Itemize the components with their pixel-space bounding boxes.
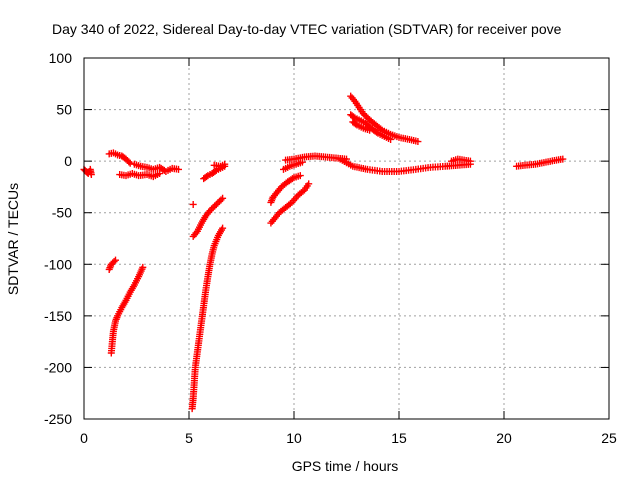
y-tick-label: -200 bbox=[44, 359, 72, 375]
data-point bbox=[87, 171, 95, 179]
data-point bbox=[288, 175, 296, 183]
plot-frame bbox=[83, 57, 610, 420]
data-point bbox=[175, 165, 182, 173]
x-tick-label: 5 bbox=[185, 430, 193, 446]
x-axis: 0 5 10 15 20 25 bbox=[80, 58, 617, 446]
data-point bbox=[208, 205, 216, 213]
data-point bbox=[215, 197, 223, 205]
y-axis: -250 -200 -150 -100 -50 0 50 100 bbox=[44, 50, 609, 427]
x-tick-label: 25 bbox=[601, 430, 617, 446]
y-tick-label: -150 bbox=[44, 308, 72, 324]
data-point bbox=[125, 158, 133, 166]
data-point bbox=[219, 194, 227, 202]
data-point bbox=[156, 170, 164, 178]
data-point bbox=[414, 138, 422, 146]
chart-title: Day 340 of 2022, Sidereal Day-to-day VTE… bbox=[52, 21, 562, 37]
data-points bbox=[80, 92, 567, 413]
data-point bbox=[559, 155, 567, 163]
y-tick-label: -50 bbox=[52, 205, 72, 221]
data-point bbox=[206, 207, 214, 215]
x-tick-label: 20 bbox=[496, 430, 512, 446]
data-point bbox=[189, 200, 197, 208]
data-point bbox=[110, 258, 118, 266]
data-point bbox=[209, 204, 217, 212]
data-point bbox=[361, 111, 369, 119]
data-point bbox=[466, 157, 474, 165]
data-point bbox=[296, 172, 304, 180]
data-point bbox=[214, 199, 222, 207]
data-point bbox=[286, 200, 294, 208]
data-point bbox=[362, 113, 370, 121]
data-point bbox=[221, 160, 229, 168]
y-axis-label: SDTVAR / TECUs bbox=[5, 183, 21, 295]
data-point bbox=[112, 256, 119, 264]
grid bbox=[84, 58, 609, 419]
data-point bbox=[366, 126, 374, 134]
data-point bbox=[126, 159, 134, 167]
x-tick-label: 0 bbox=[80, 430, 88, 446]
y-tick-label: -250 bbox=[44, 411, 72, 427]
data-point bbox=[305, 180, 313, 188]
x-tick-label: 10 bbox=[286, 430, 302, 446]
data-point bbox=[219, 224, 227, 232]
y-tick-label: -100 bbox=[44, 256, 72, 272]
x-tick-label: 15 bbox=[391, 430, 407, 446]
y-tick-label: 50 bbox=[56, 102, 72, 118]
x-axis-label: GPS time / hours bbox=[292, 458, 399, 474]
data-point bbox=[359, 110, 367, 118]
data-point bbox=[211, 202, 219, 210]
y-tick-label: 0 bbox=[64, 153, 72, 169]
y-tick-label: 100 bbox=[49, 50, 73, 66]
data-point bbox=[139, 263, 147, 271]
data-point bbox=[387, 135, 395, 143]
data-point bbox=[217, 196, 225, 204]
data-point bbox=[212, 200, 220, 208]
